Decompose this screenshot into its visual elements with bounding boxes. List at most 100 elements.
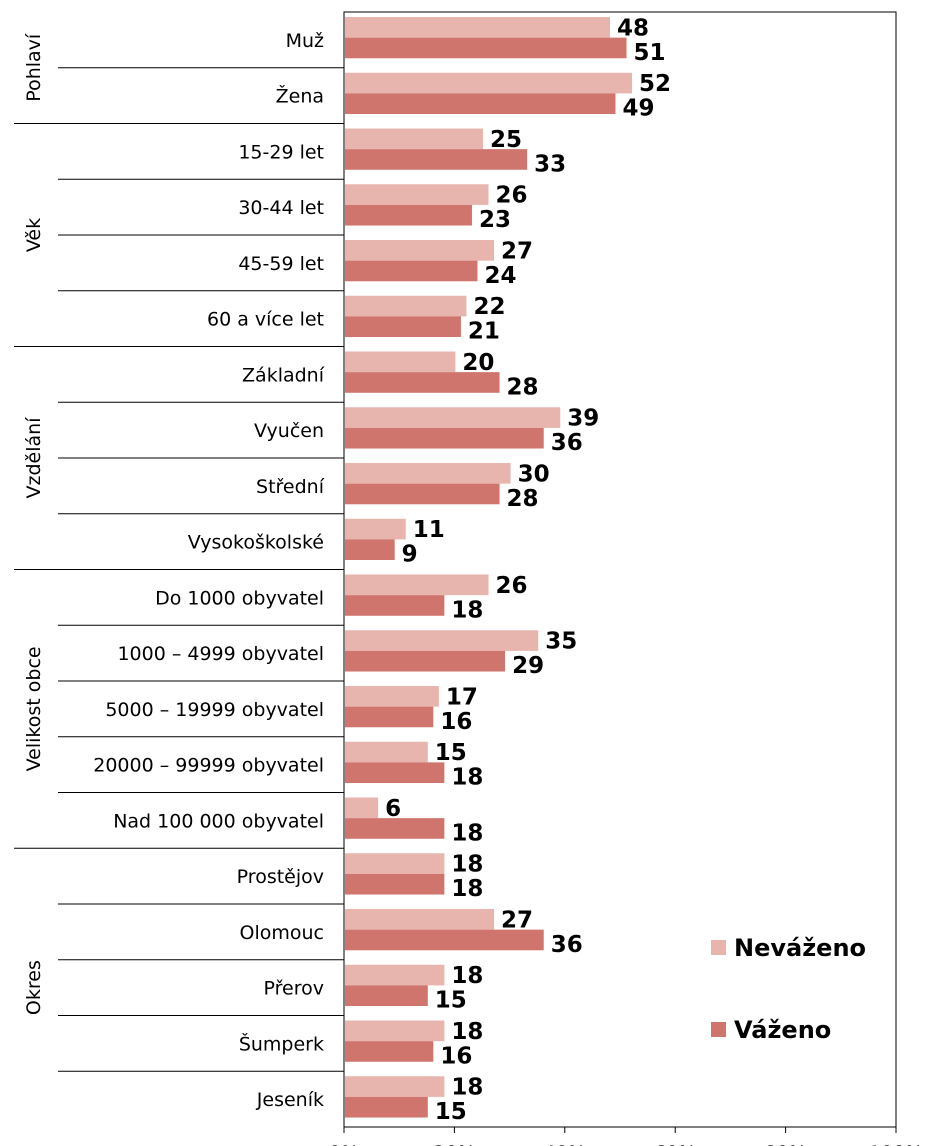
- value-label-unweighted: 30: [518, 461, 550, 487]
- value-label-weighted: 15: [435, 988, 467, 1014]
- x-tick-label: 20%: [433, 1142, 475, 1146]
- category-label: Do 1000 obyvatel: [155, 587, 324, 609]
- category-label: Střední: [256, 476, 325, 498]
- bar-weighted: [345, 483, 500, 505]
- bar-unweighted: [345, 128, 483, 150]
- group-labels: Pohlaví Věk Vzdělání Velikost obce Okres: [23, 33, 45, 1015]
- value-label-unweighted: 17: [446, 684, 478, 710]
- bar-unweighted: [345, 72, 633, 94]
- value-label-unweighted: 39: [567, 406, 599, 432]
- category-label: Žena: [276, 85, 324, 108]
- value-label-unweighted: 18: [451, 1075, 483, 1101]
- value-label-weighted: 28: [507, 374, 539, 400]
- bar-unweighted: [345, 518, 406, 540]
- bar-unweighted: [345, 1020, 445, 1042]
- chart-frame: [14, 11, 897, 1128]
- value-label-weighted: 36: [551, 932, 583, 958]
- value-label-unweighted: 15: [435, 740, 467, 766]
- value-label-unweighted: 25: [490, 127, 522, 153]
- bar-unweighted: [345, 1076, 445, 1097]
- bar-weighted: [345, 204, 472, 226]
- legend-swatch: [711, 1022, 726, 1037]
- bar-weighted: [345, 985, 428, 1007]
- legend-swatch: [711, 940, 726, 955]
- group-label: Věk: [23, 218, 45, 252]
- category-label: Muž: [286, 30, 324, 52]
- value-label-weighted: 18: [451, 597, 483, 623]
- value-label-unweighted: 52: [639, 71, 671, 97]
- bar-unweighted: [345, 184, 489, 205]
- category-label: Základní: [242, 364, 325, 386]
- bar-unweighted: [345, 574, 489, 596]
- value-label-unweighted: 18: [451, 963, 483, 989]
- value-label-unweighted: 18: [451, 852, 483, 878]
- bar-weighted: [345, 818, 445, 839]
- x-tick-label: 100%: [869, 1142, 923, 1146]
- category-label: 30-44 let: [238, 197, 324, 219]
- category-label: Nad 100 000 obyvatel: [113, 810, 324, 832]
- bar-weighted: [345, 427, 544, 449]
- value-label-weighted: 21: [468, 319, 500, 345]
- category-labels: Muž Žena 15-29 let 30-44 let 45-59 let 60 a v…: [93, 30, 324, 1111]
- value-label-unweighted: 22: [473, 294, 505, 320]
- x-axis: 0% 20% 40% 60% 80% 100%: [329, 1127, 923, 1146]
- value-label-weighted: 18: [451, 876, 483, 902]
- group-label: Vzdělání: [23, 417, 45, 499]
- bar-weighted: [345, 37, 627, 59]
- bar-unweighted: [345, 240, 495, 261]
- value-label-weighted: 15: [435, 1099, 467, 1125]
- value-label-weighted: 36: [551, 430, 583, 456]
- category-label: 45-59 let: [238, 253, 324, 275]
- category-label: Jeseník: [256, 1089, 324, 1111]
- value-label-unweighted: 27: [501, 907, 533, 933]
- bar-weighted: [345, 762, 445, 784]
- value-label-unweighted: 27: [501, 238, 533, 264]
- value-label-weighted: 28: [507, 486, 539, 512]
- value-label-weighted: 49: [622, 96, 654, 122]
- category-label: 1000 – 4999 obyvatel: [117, 643, 324, 665]
- bar-weighted: [345, 260, 478, 282]
- category-label: 15-29 let: [238, 141, 324, 163]
- x-tick-label: 40%: [544, 1142, 586, 1146]
- bar-weighted: [345, 706, 434, 728]
- bar-unweighted: [345, 797, 379, 819]
- value-label-weighted: 16: [440, 1043, 472, 1069]
- bar-unweighted: [345, 741, 428, 763]
- x-tick-label: 80%: [764, 1142, 806, 1146]
- bars: 4851524925332623272422212028393630281192…: [345, 15, 671, 1125]
- x-tick-label: 60%: [654, 1142, 696, 1146]
- category-label: Šumperk: [239, 1031, 324, 1055]
- legend-label: Neváženo: [734, 934, 866, 962]
- bar-unweighted: [345, 407, 561, 428]
- category-label: Vyučen: [254, 420, 324, 442]
- value-label-weighted: 18: [451, 820, 483, 846]
- value-label-weighted: 33: [534, 151, 566, 177]
- bar-weighted: [345, 1096, 428, 1118]
- bar-weighted: [345, 149, 528, 170]
- value-label-unweighted: 26: [496, 183, 528, 209]
- category-label: Vysokoškolské: [188, 532, 324, 554]
- category-label: 20000 – 99999 obyvatel: [93, 755, 324, 777]
- bar-weighted: [345, 1041, 434, 1062]
- value-label-unweighted: 18: [451, 1019, 483, 1045]
- bar-unweighted: [345, 630, 539, 651]
- x-tick-label: 0%: [329, 1142, 359, 1146]
- value-label-unweighted: 11: [413, 517, 445, 543]
- group-label: Velikost obce: [23, 646, 45, 771]
- value-label-weighted: 51: [634, 40, 666, 66]
- value-label-weighted: 24: [484, 263, 516, 289]
- category-label: 5000 – 19999 obyvatel: [105, 699, 324, 721]
- bar-unweighted: [345, 909, 495, 930]
- value-label-weighted: 16: [440, 709, 472, 735]
- bar-weighted: [345, 595, 445, 616]
- bar-unweighted: [345, 351, 456, 373]
- value-label-unweighted: 6: [385, 796, 401, 822]
- value-label-unweighted: 35: [545, 629, 577, 655]
- bar-unweighted: [345, 964, 445, 986]
- legend-label: Váženo: [734, 1016, 831, 1044]
- bar-unweighted: [345, 17, 610, 38]
- bar-unweighted: [345, 853, 445, 874]
- bar-weighted: [345, 93, 616, 115]
- category-label: Olomouc: [240, 922, 324, 944]
